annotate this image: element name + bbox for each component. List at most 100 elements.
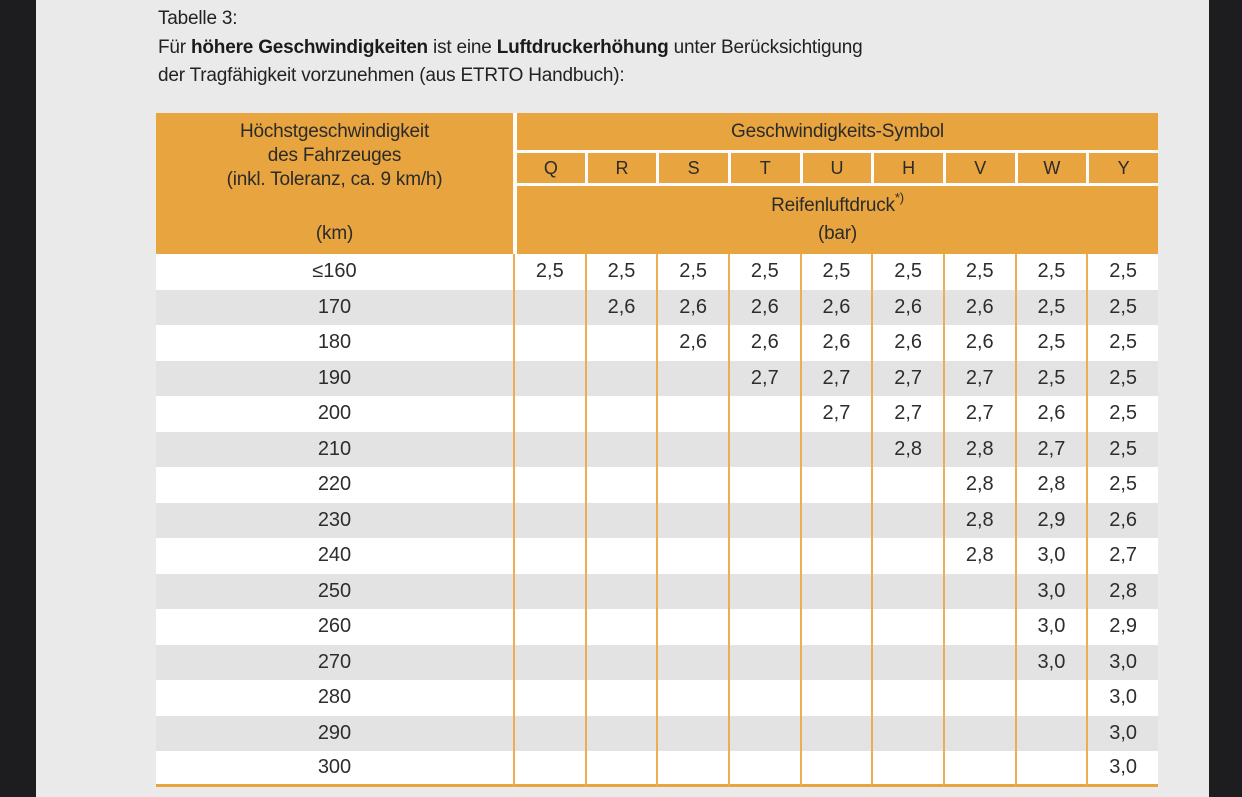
pressure-cell bbox=[513, 396, 585, 432]
table-row: 290 3,0 bbox=[156, 715, 1158, 751]
pressure-cell bbox=[871, 680, 943, 716]
pressure-cell bbox=[727, 431, 800, 467]
pressure-cell: 2,8 bbox=[942, 431, 1015, 467]
pressure-cell bbox=[513, 715, 585, 751]
pressure-cell bbox=[656, 680, 728, 716]
speed-row-label: 200 bbox=[317, 402, 352, 425]
pressure-cell: 2,5 bbox=[1086, 431, 1158, 467]
document-page: Tabelle 3: Für höhere Geschwindigkeiten … bbox=[36, 0, 1209, 797]
pressure-cell bbox=[656, 360, 728, 396]
pressure-cell: 2,5 bbox=[1014, 325, 1087, 361]
pressure-cell bbox=[871, 502, 943, 538]
pressure-cell bbox=[871, 751, 943, 787]
speed-row-label: 270 bbox=[317, 650, 352, 673]
pressure-cell bbox=[584, 644, 657, 680]
pressure-cell bbox=[584, 751, 657, 787]
speed-symbol-Y: Y bbox=[1086, 153, 1158, 186]
pressure-cell: 2,6 bbox=[1014, 396, 1087, 432]
pressure-cell: 2,7 bbox=[799, 396, 872, 432]
pressure-cell bbox=[727, 396, 800, 432]
pressure-cell: 2,7 bbox=[871, 396, 943, 432]
pressure-cell: 2,6 bbox=[799, 325, 872, 361]
pressure-cell: 2,5 bbox=[1086, 325, 1158, 361]
pressure-cell bbox=[513, 502, 585, 538]
pressure-cell bbox=[513, 325, 585, 361]
pressure-cell: 2,8 bbox=[871, 431, 943, 467]
pressure-cell bbox=[584, 502, 657, 538]
pressure-cell: 3,0 bbox=[1014, 644, 1087, 680]
pressure-cell bbox=[656, 644, 728, 680]
pressure-cell: 2,6 bbox=[584, 289, 657, 325]
pressure-cell bbox=[727, 502, 800, 538]
pressure-cell bbox=[942, 644, 1015, 680]
intro-text-block: Tabelle 3: Für höhere Geschwindigkeiten … bbox=[158, 5, 863, 91]
pressure-cell: 2,9 bbox=[1086, 609, 1158, 645]
pressure-cell: 2,7 bbox=[1014, 431, 1087, 467]
pressure-cell: 2,5 bbox=[1086, 289, 1158, 325]
intro-seg-4-bold: Luftdruckerhöhung bbox=[496, 36, 669, 58]
pressure-cell bbox=[513, 538, 585, 574]
pressure-cell: 2,6 bbox=[871, 325, 943, 361]
pressure-cell bbox=[656, 715, 728, 751]
pressure-cell bbox=[584, 325, 657, 361]
pressure-cell: 3,0 bbox=[1014, 573, 1087, 609]
speed-symbol-group-header: Geschwindigkeits-Symbol bbox=[513, 113, 1158, 153]
pressure-cell: 2,6 bbox=[942, 289, 1015, 325]
speed-symbol-W: W bbox=[1014, 153, 1087, 186]
pressure-cell bbox=[513, 609, 585, 645]
pressure-cell bbox=[513, 680, 585, 716]
pressure-cell bbox=[584, 538, 657, 574]
table-row: 250 3,0 2,8 bbox=[156, 573, 1158, 609]
pressure-cell bbox=[727, 644, 800, 680]
pressure-cell: 2,6 bbox=[727, 325, 800, 361]
pressure-cell: 2,6 bbox=[656, 325, 728, 361]
pressure-cell: 3,0 bbox=[1014, 538, 1087, 574]
pressure-cell: 2,5 bbox=[799, 254, 872, 290]
table-body: ≤160 2,5 2,5 2,5 2,5 2,5 2,5 2,5 2,5 2,5 170 2,6 2,6… bbox=[156, 254, 1158, 787]
pressure-cell bbox=[799, 431, 872, 467]
pressure-cell: 2,9 bbox=[1014, 502, 1087, 538]
header-row-symbol-title: Höchstgeschwindigkeit des Fahrzeuges (in… bbox=[156, 113, 1158, 254]
table-header: Höchstgeschwindigkeit des Fahrzeuges (in… bbox=[156, 113, 1158, 254]
pressure-cell: 2,5 bbox=[942, 254, 1015, 290]
pressure-cell bbox=[871, 467, 943, 503]
pressure-cell bbox=[871, 609, 943, 645]
pressure-header-title: Reifenluftdruck bbox=[771, 195, 895, 216]
speed-row-label: ≤160 bbox=[312, 260, 357, 283]
pressure-cell: 2,5 bbox=[1014, 360, 1087, 396]
intro-seg-3: ist eine bbox=[427, 36, 497, 58]
table-row: 210 2,8 2,8 2,7 2,5 bbox=[156, 431, 1158, 467]
pressure-cell bbox=[513, 467, 585, 503]
table-row: 230 2,8 2,9 2,6 bbox=[156, 502, 1158, 538]
pressure-cell bbox=[799, 680, 872, 716]
pressure-cell bbox=[799, 715, 872, 751]
speed-row-label: 300 bbox=[156, 751, 513, 787]
speed-row-label: 170 bbox=[317, 295, 352, 318]
pressure-cell bbox=[1014, 751, 1087, 787]
intro-line-1: Für höhere Geschwindigkeiten ist eine Lu… bbox=[158, 34, 863, 63]
pressure-cell: 2,5 bbox=[656, 254, 728, 290]
pressure-cell bbox=[513, 360, 585, 396]
pressure-header-cell: Reifenluftdruck*) (bar) bbox=[513, 186, 1158, 254]
pressure-cell bbox=[656, 538, 728, 574]
speed-symbol-R: R bbox=[584, 153, 657, 186]
pressure-cell bbox=[656, 502, 728, 538]
speed-row-label: 230 bbox=[317, 508, 352, 531]
max-speed-header-unit: (km) bbox=[315, 223, 354, 244]
max-speed-header-line-2: des Fahrzeuges bbox=[267, 145, 402, 166]
pressure-cell bbox=[942, 715, 1015, 751]
pressure-cell bbox=[584, 715, 657, 751]
intro-seg-2-bold: höhere Geschwindigkeiten bbox=[190, 36, 428, 58]
speed-row-label: 180 bbox=[317, 331, 352, 354]
speed-symbol-T: T bbox=[727, 153, 800, 186]
pressure-cell bbox=[871, 644, 943, 680]
table-caption: Tabelle 3: bbox=[158, 8, 238, 29]
pressure-cell: 2,7 bbox=[942, 396, 1015, 432]
pressure-cell bbox=[799, 502, 872, 538]
pressure-cell: 3,0 bbox=[1086, 751, 1158, 787]
pressure-cell: 2,7 bbox=[871, 360, 943, 396]
speed-row-label: 190 bbox=[317, 366, 352, 389]
pressure-cell bbox=[799, 467, 872, 503]
